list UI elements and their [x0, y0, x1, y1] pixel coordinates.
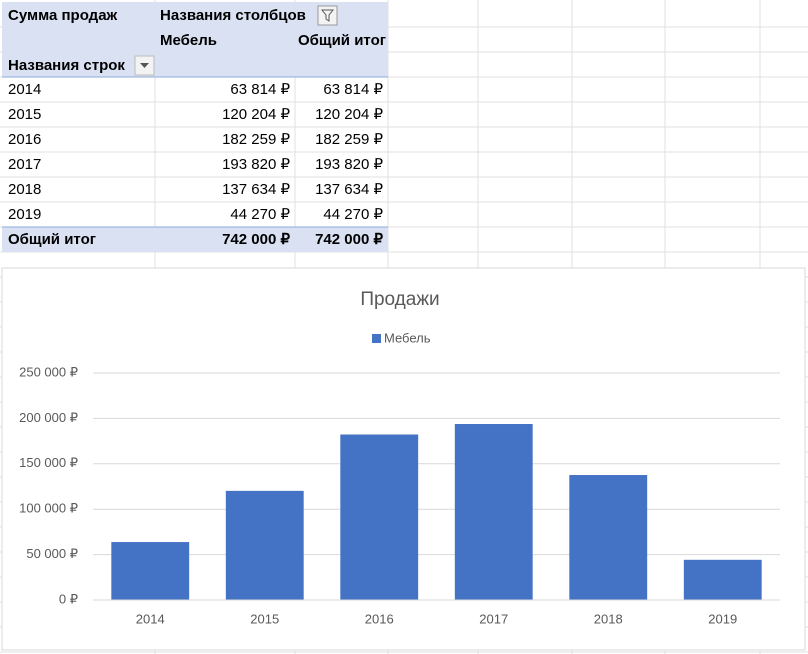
legend-swatch [372, 334, 381, 343]
bar [340, 434, 419, 600]
chart: Продажи 0 ₽ 50 000 ₽ 100 000 ₽ 150 000 ₽ 200… [1, 267, 806, 651]
dropdown-icon [140, 63, 149, 68]
bar [569, 475, 648, 600]
pivot-row-header: Названия строк [8, 57, 125, 74]
row-label: 2014 [8, 81, 41, 98]
cell-value: 44 270 ₽ [230, 206, 290, 223]
x-tick-label: 2019 [708, 611, 737, 626]
y-tick-label: 50 000 ₽ [26, 546, 78, 561]
filter-icon [320, 9, 335, 22]
cell-value: 63 814 ₽ [323, 81, 383, 98]
x-tick-label: 2018 [594, 611, 623, 626]
row-label: 2018 [8, 181, 41, 198]
pivot-total-bg [2, 227, 388, 252]
bar [225, 490, 304, 600]
total-value: 742 000 ₽ [222, 231, 290, 248]
y-tick-label: 150 000 ₽ [19, 455, 78, 470]
cell-value: 44 270 ₽ [323, 206, 383, 223]
row-label: 2015 [8, 106, 41, 123]
cell-value: 193 820 ₽ [222, 156, 290, 173]
filter-button[interactable] [317, 5, 338, 26]
x-tick-label: 2016 [365, 611, 394, 626]
cell-value: 63 814 ₽ [230, 81, 290, 98]
cell-value: 193 820 ₽ [315, 156, 383, 173]
chart-title: Продажи [360, 289, 439, 310]
bar [454, 424, 533, 600]
y-tick-label: 100 000 ₽ [19, 501, 78, 516]
column-label: Мебель [160, 32, 217, 49]
pivot-corner: Сумма продаж [8, 7, 118, 24]
total-value: 742 000 ₽ [315, 231, 383, 248]
y-tick-label: 0 ₽ [59, 591, 78, 606]
row-label: 2019 [8, 206, 41, 223]
column-label: Общий итог [298, 32, 386, 49]
legend-label: Мебель [384, 330, 431, 345]
pivot-col-header: Названия столбцов [160, 7, 306, 24]
bar [111, 542, 190, 600]
x-tick-label: 2015 [250, 611, 279, 626]
x-tick-label: 2017 [479, 611, 508, 626]
y-tick-label: 250 000 ₽ [19, 364, 78, 379]
cell-value: 137 634 ₽ [315, 181, 383, 198]
cell-value: 182 259 ₽ [315, 131, 383, 148]
cell-value: 120 204 ₽ [222, 106, 290, 123]
pivot-rows: 2014 63 814 ₽ 63 814 ₽ 2015 120 204 ₽ 120 204… [8, 81, 383, 223]
bar [683, 559, 762, 600]
cell-value: 120 204 ₽ [315, 106, 383, 123]
y-tick-label: 200 000 ₽ [19, 410, 78, 425]
row-label: 2016 [8, 131, 41, 148]
x-tick-label: 2014 [136, 611, 165, 626]
total-label: Общий итог [8, 231, 96, 248]
cell-value: 137 634 ₽ [222, 181, 290, 198]
row-label: 2017 [8, 156, 41, 173]
cell-value: 182 259 ₽ [222, 131, 290, 148]
